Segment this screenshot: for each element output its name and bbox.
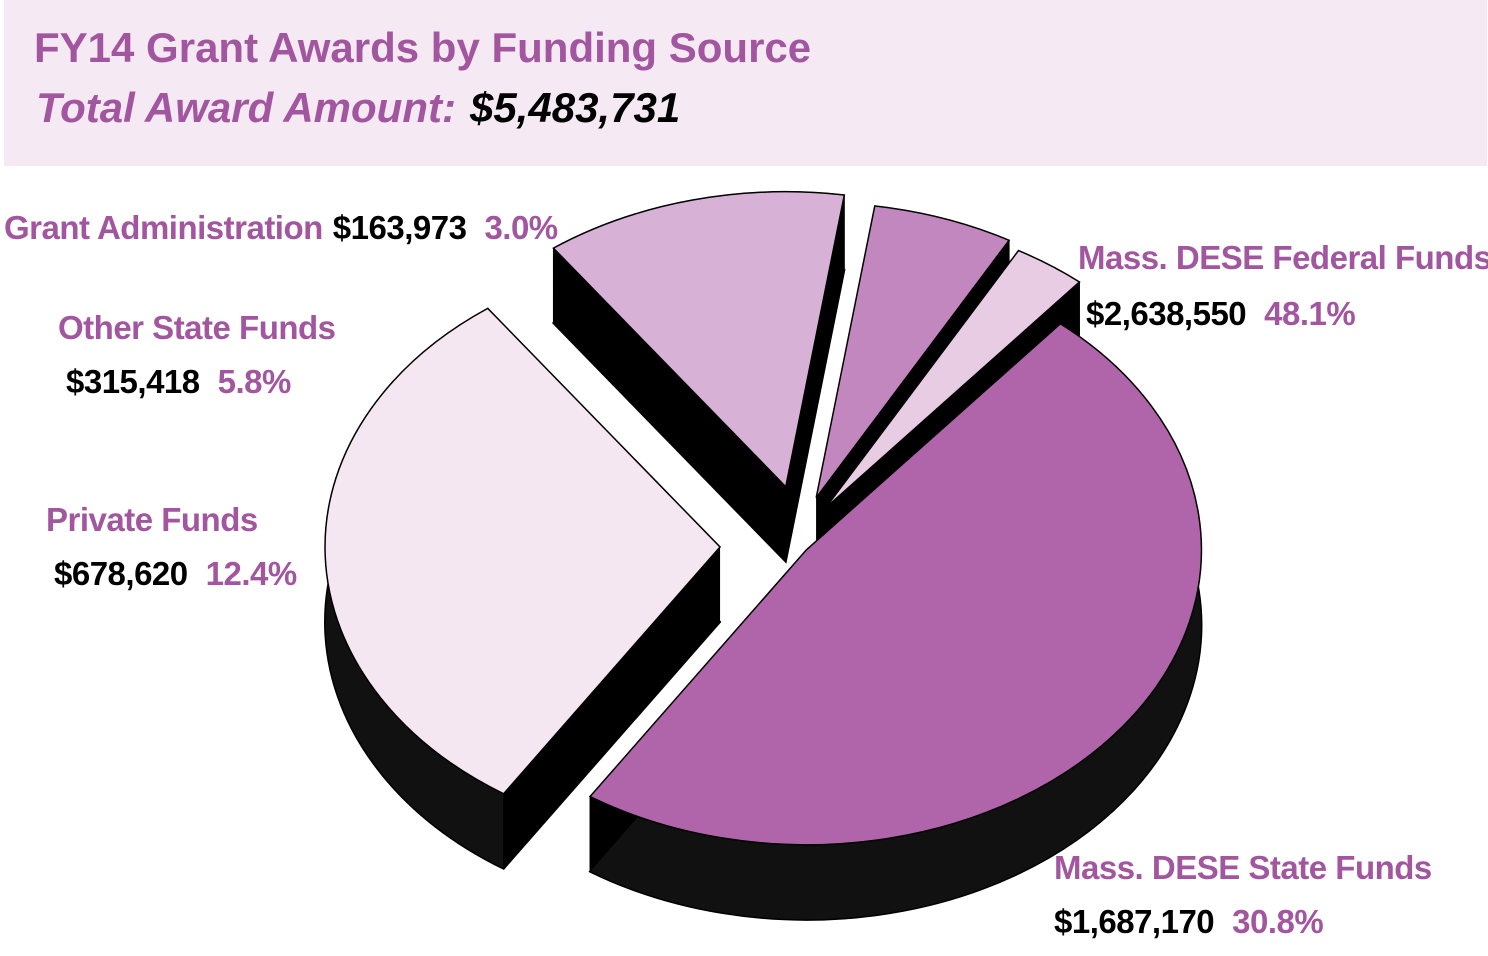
total-label: Total Award Amount: (36, 84, 456, 131)
label-other-state-name: Other State Funds (58, 309, 336, 346)
pie-slice-other-state (815, 205, 1011, 499)
label-other-state: Other State Funds $315,418 5.8% (58, 308, 336, 402)
pie-cut-end-private (785, 194, 845, 562)
label-grant-admin-name: Grant Administration (4, 209, 323, 246)
label-grant-admin-amount: $163,973 (332, 209, 467, 246)
title-banner (4, 0, 1487, 166)
label-other-state-percent: 5.8% (217, 363, 292, 400)
pie-slice-grant-admin (824, 249, 1081, 509)
label-private-amount: $678,620 (54, 555, 188, 592)
pie-cut-start-state (503, 546, 721, 869)
label-private-name: Private Funds (46, 501, 258, 538)
label-state-amount: $1,687,170 (1054, 903, 1215, 940)
label-state-name: Mass. DESE State Funds (1054, 849, 1432, 886)
label-federal-name: Mass. DESE Federal Funds (1078, 239, 1488, 276)
pie-tops (324, 191, 1203, 846)
pie-cut-start-private (553, 248, 786, 562)
label-grant-admin: Grant Administration $163,973 3.0% (4, 208, 558, 248)
label-federal-amount: $2,638,550 (1086, 295, 1247, 332)
label-private: Private Funds $678,620 12.4% (46, 500, 297, 594)
label-federal-percent: 48.1% (1264, 295, 1356, 332)
label-private-percent: 12.4% (205, 555, 298, 592)
chart-subtitle: Total Award Amount: $5,483,731 (36, 84, 680, 132)
label-grant-admin-percent: 3.0% (484, 209, 558, 246)
pie-slice-federal (588, 322, 1203, 846)
label-other-state-amount: $315,418 (66, 363, 200, 400)
label-state: Mass. DESE State Funds $1,687,170 30.8% (1054, 848, 1432, 942)
total-value: $5,483,731 (469, 84, 681, 131)
chart-title: FY14 Grant Awards by Funding Source (34, 24, 812, 71)
pie-slice-private (552, 191, 846, 489)
label-state-percent: 30.8% (1232, 903, 1324, 940)
pie-slice-state (324, 307, 722, 795)
label-federal: Mass. DESE Federal Funds $2,638,550 48.1% (1078, 238, 1488, 334)
